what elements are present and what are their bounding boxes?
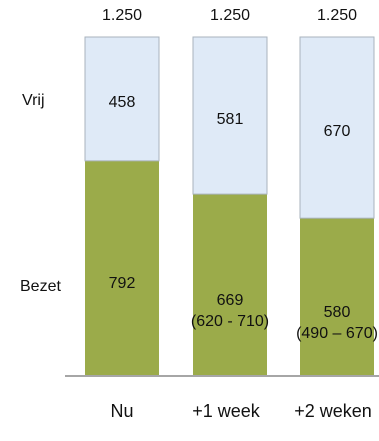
total-label: 1.250	[102, 7, 142, 24]
x-tick-label: Nu	[110, 401, 133, 421]
bar-segment	[193, 194, 267, 375]
bar-segment	[192, 36, 268, 195]
x-tick-label: +2 weken	[294, 401, 372, 421]
value-label: 458	[109, 94, 136, 111]
value-label: 580	[324, 304, 351, 321]
total-label: 1.250	[317, 7, 357, 24]
bar-segment	[85, 160, 159, 375]
x-tick-label: +1 week	[192, 401, 261, 421]
series-label: Bezet	[20, 278, 61, 295]
value-label: 670	[324, 123, 351, 140]
bar-segment	[300, 218, 374, 375]
total-label: 1.250	[210, 7, 250, 24]
bar-segment	[84, 36, 160, 162]
value-label: 792	[109, 275, 136, 292]
range-label: (620 - 710)	[191, 313, 269, 330]
value-label: 669	[217, 292, 244, 309]
bar-segment	[299, 36, 375, 219]
series-label: Vrij	[22, 92, 45, 109]
range-label: (490 – 670)	[296, 325, 378, 342]
value-label: 581	[217, 111, 244, 128]
